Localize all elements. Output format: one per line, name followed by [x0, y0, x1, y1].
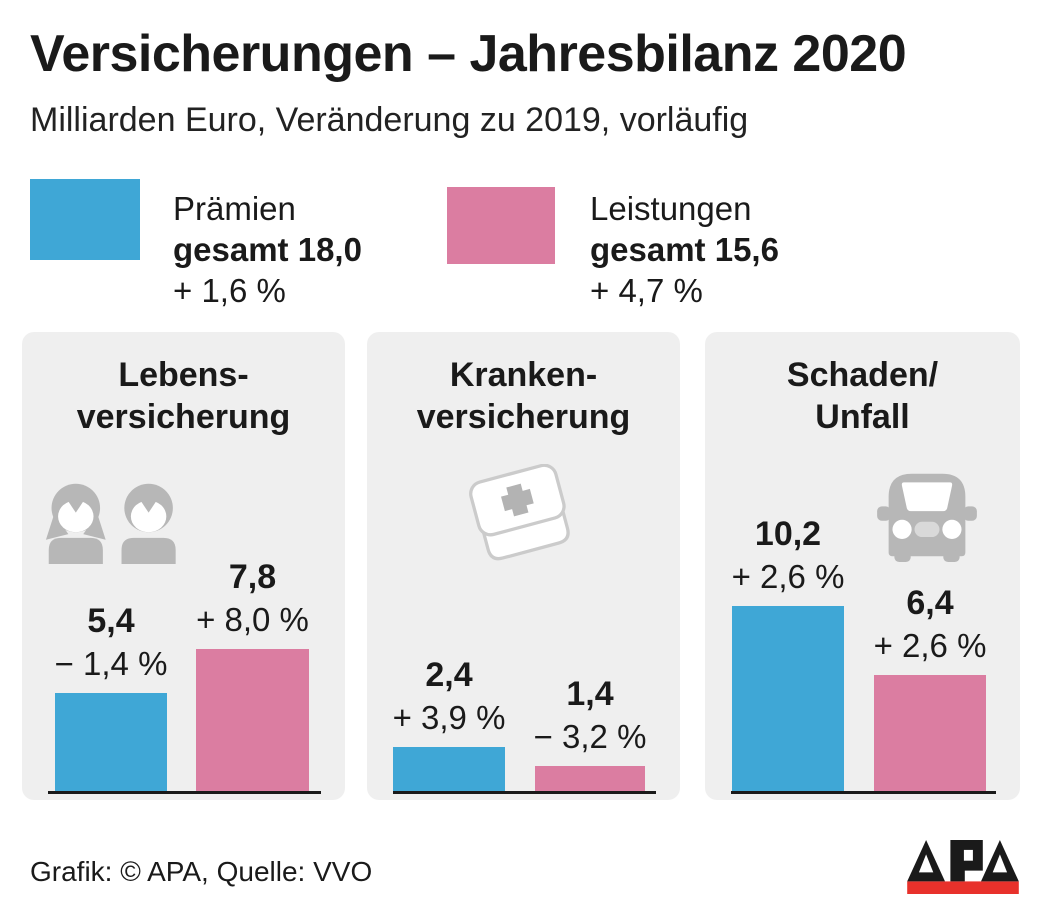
axis-baseline [393, 791, 656, 794]
bar-leistungen [874, 675, 986, 791]
bar-group-leistungen: 7,8 + 8,0 % [196, 555, 309, 791]
legend-label: Prämien [173, 190, 296, 227]
apa-logo [907, 840, 1019, 894]
legend-swatch-leistungen [447, 187, 555, 264]
legend-change: + 4,7 % [590, 272, 703, 309]
legend-item-leistungen: Leistungen gesamt 15,6 + 4,7 % [590, 188, 779, 311]
legend-label: Leistungen [590, 190, 752, 227]
panel-title: Schaden/ Unfall [705, 332, 1020, 438]
bar-value-label: 2,4 [425, 656, 473, 694]
bar-change-label: + 2,6 % [873, 627, 987, 664]
bar-praemien [393, 747, 505, 791]
bar-value-label: 7,8 [228, 558, 277, 596]
panel-title-line1: Kranken- [449, 356, 598, 394]
panel-lebensversicherung: Lebens- versicherung 5,4 − 1,4 % 7,8 + 8… [22, 332, 345, 800]
bar-group-praemien: 10,2 + 2,6 % [732, 512, 844, 791]
legend-change: + 1,6 % [173, 272, 286, 309]
bar-change-label: + 3,9 % [392, 699, 506, 736]
car-icon [877, 473, 977, 562]
bar-leistungen [196, 649, 309, 791]
legend-total: gesamt 18,0 [173, 231, 362, 268]
legend-total: gesamt 15,6 [590, 231, 779, 268]
bar-value-label: 10,2 [754, 515, 822, 553]
panel-title-line2: Unfall [815, 398, 910, 436]
axis-baseline [731, 791, 996, 794]
panel-title-line2: versicherung [76, 398, 291, 436]
bar-change-label: − 3,2 % [533, 718, 647, 755]
bar-group-leistungen: 1,4 − 3,2 % [533, 672, 647, 791]
bar-value-label: 1,4 [566, 675, 614, 713]
source-credit: Grafik: © APA, Quelle: VVO [30, 856, 373, 887]
bar-change-label: + 8,0 % [196, 601, 309, 638]
bar-group-praemien: 2,4 + 3,9 % [393, 653, 505, 791]
page-subtitle: Milliarden Euro, Veränderung zu 2019, vo… [30, 101, 749, 139]
panel-title-line2: versicherung [416, 398, 631, 436]
page-title: Versicherungen – Jahresbilanz 2020 [30, 25, 907, 83]
panel-title-line1: Schaden/ [786, 356, 939, 394]
bar-change-label: + 2,6 % [731, 558, 845, 595]
first-aid-kit-icon [469, 464, 570, 561]
bar-leistungen [535, 766, 645, 791]
panel-schaden-unfall: Schaden/ Unfall 10,2 + 2,6 % 6,4 + 2,6 % [705, 332, 1020, 800]
panel-krankenversicherung: Kranken- versicherung 2,4 + 3,9 % 1,4 − … [367, 332, 680, 800]
bar-value-label: 5,4 [87, 602, 135, 640]
panel-title-line1: Lebens- [118, 356, 249, 394]
panel-title: Kranken- versicherung [367, 332, 680, 438]
bar-change-label: − 1,4 % [54, 645, 168, 682]
bar-praemien [55, 693, 167, 791]
people-icon [45, 483, 176, 564]
panel-title: Lebens- versicherung [22, 332, 345, 438]
bar-praemien [732, 606, 844, 791]
bar-group-leistungen: 6,4 + 2,6 % [874, 581, 986, 791]
legend-item-praemien: Prämien gesamt 18,0 + 1,6 % [173, 188, 362, 311]
legend-swatch-praemien [30, 179, 140, 260]
bar-value-label: 6,4 [906, 584, 954, 622]
bar-group-praemien: 5,4 − 1,4 % [55, 599, 167, 791]
axis-baseline [48, 791, 321, 794]
